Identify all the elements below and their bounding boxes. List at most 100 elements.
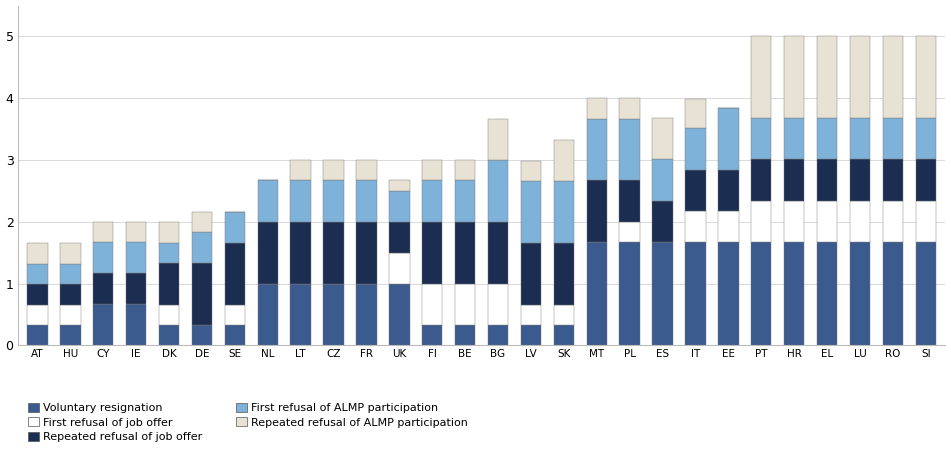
Bar: [488, 325, 508, 345]
Bar: [290, 160, 311, 180]
Bar: [916, 242, 936, 345]
Bar: [93, 242, 113, 273]
Bar: [718, 108, 739, 170]
Bar: [751, 201, 771, 242]
Bar: [60, 305, 81, 325]
Bar: [159, 305, 179, 325]
Bar: [686, 129, 706, 170]
Bar: [389, 191, 410, 222]
Bar: [357, 180, 377, 222]
Bar: [422, 222, 442, 283]
Bar: [93, 273, 113, 304]
Bar: [849, 36, 870, 118]
Bar: [916, 201, 936, 242]
Bar: [60, 244, 81, 264]
Bar: [883, 201, 903, 242]
Bar: [357, 160, 377, 180]
Bar: [28, 284, 48, 305]
Bar: [488, 222, 508, 283]
Bar: [849, 201, 870, 242]
Bar: [652, 159, 672, 201]
Bar: [488, 283, 508, 325]
Bar: [389, 253, 410, 283]
Bar: [455, 180, 476, 222]
Bar: [817, 201, 837, 242]
Bar: [323, 180, 343, 222]
Bar: [258, 283, 278, 345]
Bar: [224, 212, 245, 243]
Bar: [357, 222, 377, 283]
Bar: [192, 263, 212, 325]
Bar: [126, 273, 146, 304]
Bar: [224, 325, 245, 345]
Bar: [60, 284, 81, 305]
Bar: [389, 222, 410, 253]
Bar: [521, 325, 541, 345]
Legend: Voluntary resignation, First refusal of job offer, Repeated refusal of job offer: Voluntary resignation, First refusal of …: [23, 398, 473, 447]
Bar: [455, 160, 476, 180]
Bar: [652, 242, 672, 345]
Bar: [28, 264, 48, 284]
Bar: [883, 159, 903, 201]
Bar: [587, 119, 607, 180]
Bar: [159, 263, 179, 305]
Bar: [652, 118, 672, 159]
Bar: [521, 243, 541, 305]
Bar: [455, 283, 476, 325]
Bar: [93, 222, 113, 242]
Bar: [521, 305, 541, 325]
Bar: [916, 118, 936, 159]
Bar: [323, 283, 343, 345]
Bar: [718, 242, 739, 345]
Bar: [751, 159, 771, 201]
Bar: [28, 244, 48, 264]
Bar: [619, 222, 640, 242]
Bar: [389, 180, 410, 191]
Bar: [422, 283, 442, 325]
Bar: [455, 222, 476, 283]
Bar: [686, 99, 706, 129]
Bar: [619, 180, 640, 222]
Bar: [849, 159, 870, 201]
Bar: [751, 36, 771, 118]
Bar: [718, 211, 739, 242]
Bar: [817, 118, 837, 159]
Bar: [422, 160, 442, 180]
Bar: [159, 325, 179, 345]
Bar: [849, 118, 870, 159]
Bar: [718, 170, 739, 211]
Bar: [553, 243, 574, 305]
Bar: [521, 181, 541, 243]
Bar: [619, 119, 640, 180]
Bar: [521, 161, 541, 181]
Bar: [290, 180, 311, 222]
Bar: [817, 159, 837, 201]
Bar: [192, 325, 212, 345]
Bar: [784, 201, 805, 242]
Bar: [817, 36, 837, 118]
Bar: [553, 325, 574, 345]
Bar: [784, 118, 805, 159]
Bar: [290, 222, 311, 283]
Bar: [784, 242, 805, 345]
Bar: [224, 305, 245, 325]
Bar: [587, 242, 607, 345]
Bar: [159, 222, 179, 243]
Bar: [883, 118, 903, 159]
Bar: [587, 180, 607, 242]
Bar: [192, 212, 212, 232]
Bar: [258, 180, 278, 222]
Bar: [357, 283, 377, 345]
Bar: [28, 305, 48, 325]
Bar: [290, 283, 311, 345]
Bar: [159, 243, 179, 263]
Bar: [93, 304, 113, 345]
Bar: [389, 283, 410, 345]
Bar: [126, 242, 146, 273]
Bar: [751, 242, 771, 345]
Bar: [488, 160, 508, 222]
Bar: [849, 242, 870, 345]
Bar: [323, 222, 343, 283]
Bar: [686, 170, 706, 211]
Bar: [686, 211, 706, 242]
